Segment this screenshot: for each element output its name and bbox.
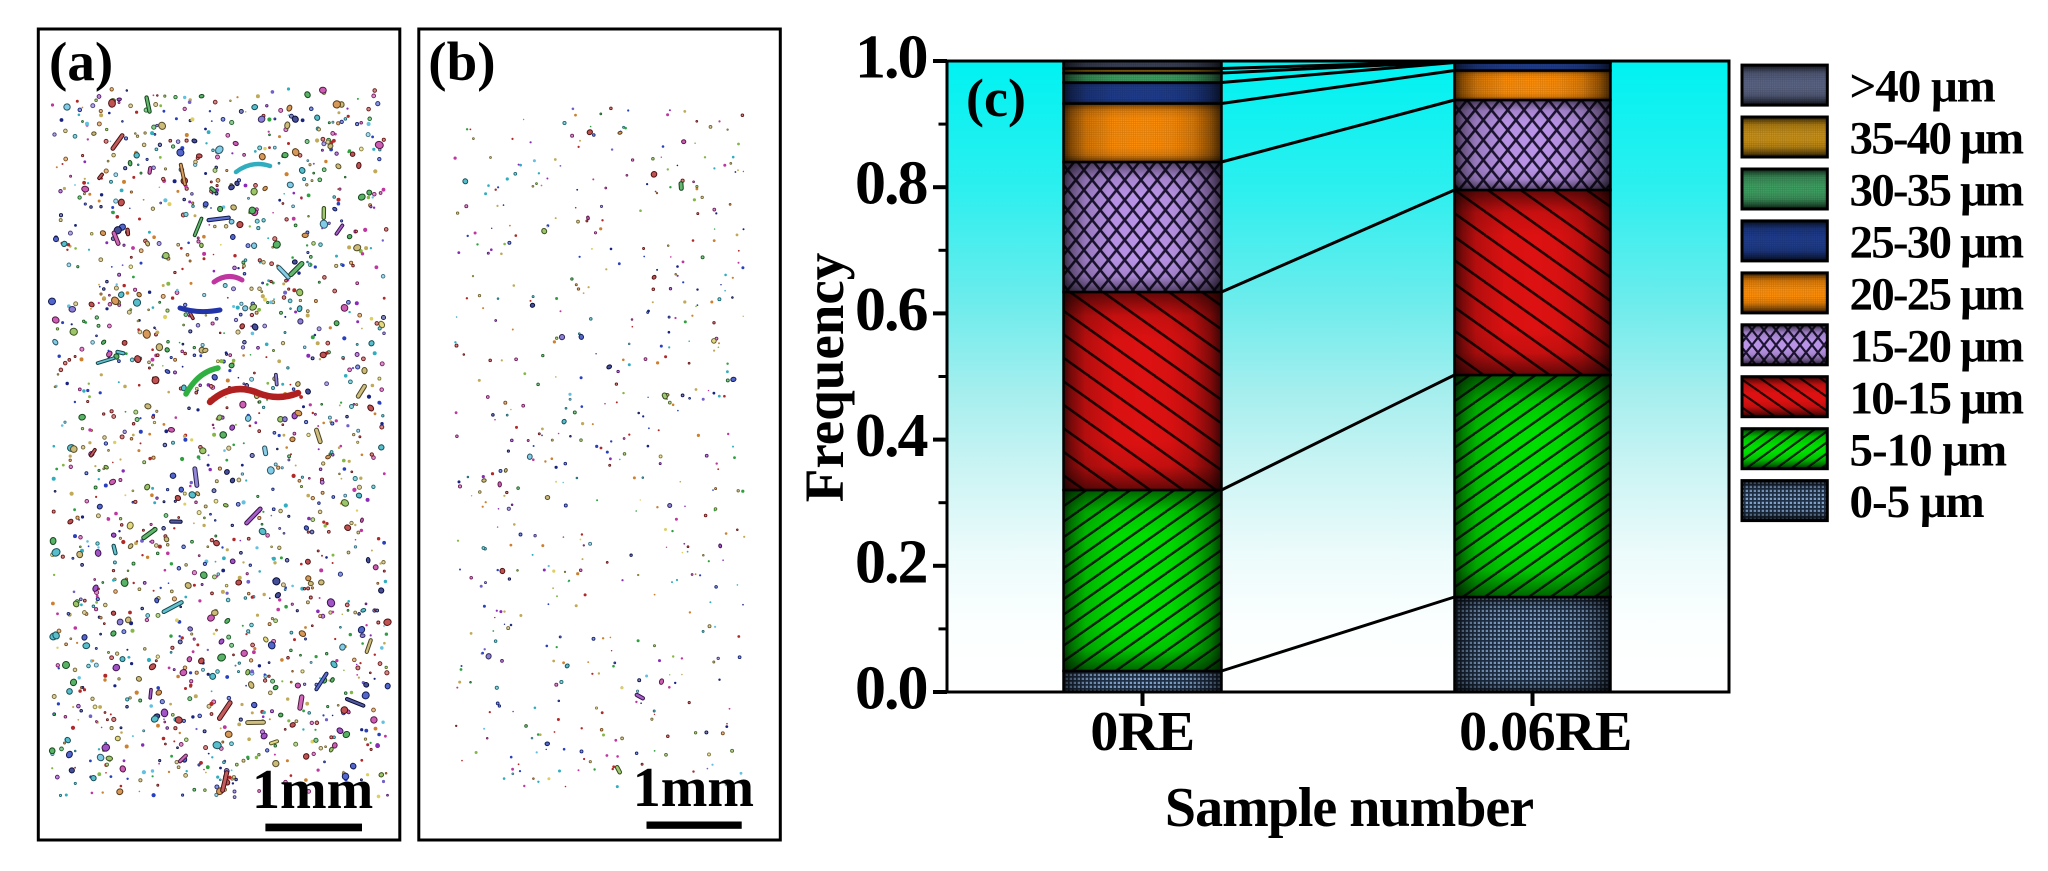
svg-text:1mm: 1mm (633, 757, 754, 819)
svg-text:0.6: 0.6 (855, 276, 928, 344)
svg-text:0.0: 0.0 (855, 655, 927, 723)
svg-text:0.2: 0.2 (855, 528, 927, 596)
svg-text:>40 μm: >40 μm (1850, 61, 1996, 113)
svg-text:0RE: 0RE (1090, 701, 1194, 763)
svg-text:0-5 μm: 0-5 μm (1850, 476, 1985, 528)
svg-text:Frequency: Frequency (794, 253, 855, 503)
svg-text:0.4: 0.4 (855, 402, 928, 470)
svg-text:(c): (c) (966, 68, 1026, 128)
svg-text:Sample number: Sample number (1165, 777, 1533, 839)
svg-text:10-15 μm: 10-15 μm (1850, 372, 2024, 424)
svg-text:35-40 μm: 35-40 μm (1850, 113, 2024, 165)
svg-text:1.0: 1.0 (855, 24, 927, 92)
svg-text:15-20 μm: 15-20 μm (1850, 320, 2024, 372)
svg-text:30-35 μm: 30-35 μm (1850, 165, 2024, 217)
svg-text:0.06RE: 0.06RE (1459, 701, 1632, 763)
svg-text:20-25 μm: 20-25 μm (1850, 269, 2024, 321)
svg-text:(a): (a) (49, 31, 113, 92)
svg-text:25-30 μm: 25-30 μm (1850, 217, 2024, 269)
svg-text:0.8: 0.8 (855, 150, 927, 218)
svg-text:1mm: 1mm (252, 759, 373, 821)
svg-text:(b): (b) (428, 31, 495, 92)
svg-text:5-10 μm: 5-10 μm (1850, 424, 2008, 476)
